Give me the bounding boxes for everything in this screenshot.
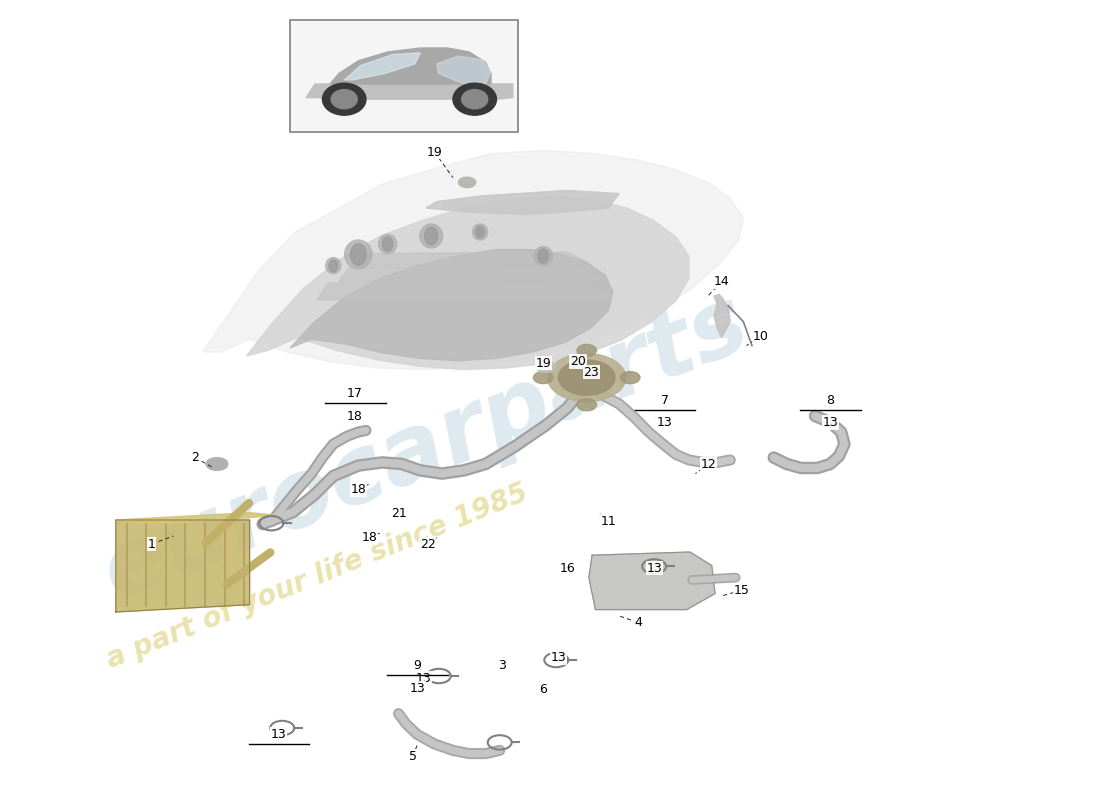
Circle shape [331, 90, 358, 109]
Text: 22: 22 [420, 538, 436, 550]
Ellipse shape [534, 371, 553, 383]
Text: a part of your life since 1985: a part of your life since 1985 [102, 478, 531, 674]
Ellipse shape [536, 360, 556, 372]
Text: 10: 10 [752, 330, 769, 342]
Ellipse shape [344, 240, 372, 269]
Circle shape [462, 90, 487, 109]
Text: 4: 4 [634, 616, 641, 629]
Polygon shape [306, 84, 513, 99]
Text: 6: 6 [539, 683, 547, 696]
Circle shape [453, 83, 496, 115]
Polygon shape [437, 56, 491, 84]
Polygon shape [714, 294, 730, 338]
Text: 1: 1 [147, 538, 156, 550]
Ellipse shape [351, 243, 366, 265]
Text: 21: 21 [390, 507, 407, 520]
Text: 15: 15 [734, 584, 749, 597]
Polygon shape [330, 48, 491, 84]
Text: 18: 18 [351, 483, 366, 496]
Polygon shape [246, 196, 689, 370]
Ellipse shape [326, 258, 341, 274]
Ellipse shape [576, 344, 596, 357]
Text: 11: 11 [601, 515, 616, 528]
Ellipse shape [559, 360, 615, 395]
Polygon shape [588, 552, 715, 610]
Ellipse shape [378, 234, 397, 254]
Ellipse shape [206, 458, 228, 470]
Text: 18: 18 [348, 410, 363, 422]
Text: eurocarparts: eurocarparts [89, 276, 762, 620]
Ellipse shape [576, 399, 596, 411]
Ellipse shape [473, 224, 487, 240]
Ellipse shape [383, 237, 393, 251]
Text: 7: 7 [661, 394, 669, 406]
Text: 23: 23 [583, 366, 598, 378]
Ellipse shape [459, 177, 476, 188]
Polygon shape [202, 150, 744, 370]
Text: 2: 2 [191, 451, 199, 464]
Ellipse shape [548, 354, 626, 402]
Text: 13: 13 [551, 651, 566, 664]
Text: 20: 20 [570, 355, 586, 368]
Text: 5: 5 [409, 750, 417, 762]
Polygon shape [289, 250, 613, 361]
Polygon shape [361, 252, 588, 266]
Text: 3: 3 [498, 659, 506, 672]
Text: 13: 13 [823, 416, 838, 429]
Ellipse shape [620, 371, 640, 383]
Circle shape [322, 83, 366, 115]
Text: 13: 13 [271, 728, 287, 741]
Text: 13: 13 [409, 682, 425, 694]
Text: 17: 17 [348, 387, 363, 400]
Polygon shape [317, 282, 610, 300]
Text: 16: 16 [559, 562, 575, 574]
Ellipse shape [476, 226, 484, 238]
Text: 12: 12 [701, 458, 716, 470]
Text: 13: 13 [416, 672, 431, 685]
Text: 13: 13 [657, 416, 673, 429]
Ellipse shape [535, 246, 552, 266]
Text: 13: 13 [271, 728, 287, 741]
Ellipse shape [420, 224, 442, 248]
Text: 13: 13 [647, 562, 662, 574]
Ellipse shape [329, 259, 338, 272]
Text: 9: 9 [414, 659, 421, 672]
Ellipse shape [538, 249, 549, 263]
Polygon shape [344, 53, 420, 80]
Polygon shape [116, 520, 250, 612]
Bar [289, 20, 518, 132]
Polygon shape [116, 513, 279, 525]
Text: 14: 14 [714, 275, 729, 288]
Polygon shape [339, 266, 600, 282]
Text: 19: 19 [536, 357, 551, 370]
Text: 18: 18 [361, 531, 377, 544]
Ellipse shape [425, 227, 438, 245]
Polygon shape [426, 190, 619, 214]
Text: 8: 8 [826, 394, 834, 406]
Text: 19: 19 [427, 146, 442, 158]
